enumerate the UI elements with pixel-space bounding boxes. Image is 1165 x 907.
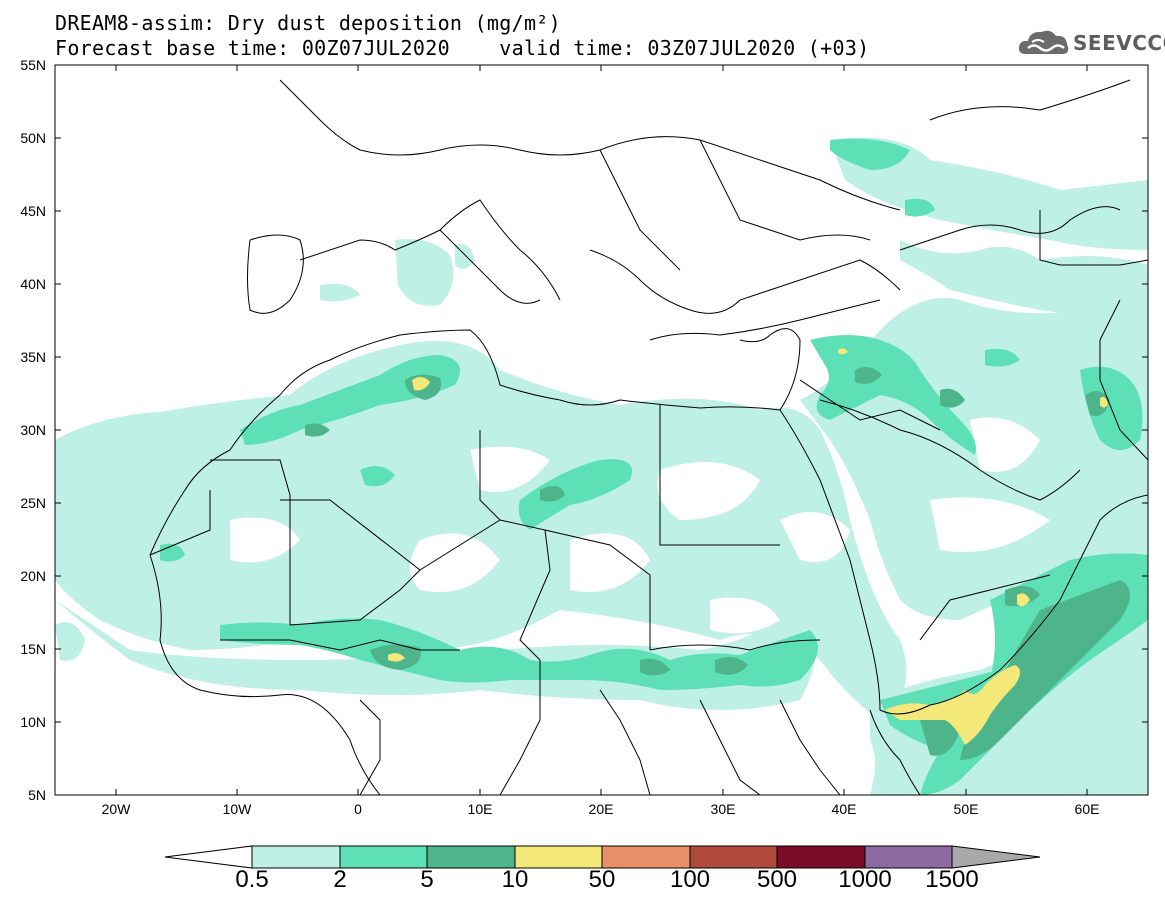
lat-label: 35N bbox=[20, 349, 46, 365]
colorbar-box bbox=[514, 845, 603, 869]
lat-label: 45N bbox=[20, 203, 46, 219]
lon-label: 40E bbox=[831, 801, 857, 817]
deposition-fields bbox=[55, 137, 1148, 795]
lat-label: 5N bbox=[28, 787, 46, 803]
forecast-times: Forecast base time: 00Z07JUL2020 valid t… bbox=[55, 36, 870, 60]
colorbar bbox=[164, 845, 1041, 869]
colorbar-label: 1500 bbox=[925, 866, 979, 893]
map-title: DREAM8-assim: Dry dust deposition (mg/m²… bbox=[55, 11, 561, 35]
lat-label: 20N bbox=[20, 568, 46, 584]
lat-label: 25N bbox=[20, 495, 46, 511]
colorbar-label: 1000 bbox=[838, 866, 892, 893]
colorbar-label: 50 bbox=[588, 866, 616, 893]
lon-label: 60E bbox=[1074, 801, 1100, 817]
lat-label: 50N bbox=[20, 130, 46, 146]
lon-label: 50E bbox=[953, 801, 979, 817]
lat-label: 40N bbox=[20, 276, 46, 292]
colorbar-box bbox=[776, 845, 866, 869]
colorbar-box bbox=[864, 845, 953, 869]
deposition-level-4 bbox=[388, 348, 1108, 745]
colorbar-under-triangle bbox=[164, 845, 253, 869]
cloud-logo-icon bbox=[1018, 30, 1069, 54]
coastlines-and-borders bbox=[149, 79, 1148, 795]
colorbar-box bbox=[251, 845, 341, 869]
colorbar-box bbox=[689, 845, 778, 869]
colorbar-label: 10 bbox=[501, 866, 529, 893]
colorbar-over-triangle bbox=[951, 845, 1041, 869]
lon-label: 20W bbox=[101, 801, 131, 817]
lat-label: 10N bbox=[20, 714, 46, 730]
lon-label: 10W bbox=[222, 801, 252, 817]
lon-label: 10E bbox=[467, 801, 493, 817]
lat-label: 30N bbox=[20, 422, 46, 438]
colorbar-box bbox=[601, 845, 691, 869]
lat-label: 55N bbox=[20, 57, 46, 73]
seevccc-logo: SEEVCCC bbox=[1018, 26, 1165, 60]
colorbar-label: 100 bbox=[669, 866, 711, 893]
lon-label: 0 bbox=[354, 801, 362, 817]
colorbar-label: 2 bbox=[333, 866, 347, 893]
lon-label: 20E bbox=[588, 801, 614, 817]
logo-text: SEEVCCC bbox=[1073, 31, 1165, 55]
colorbar-label: 500 bbox=[756, 866, 798, 893]
lat-label: 15N bbox=[20, 641, 46, 657]
colorbar-box bbox=[426, 845, 516, 869]
colorbar-label: 5 bbox=[420, 866, 434, 893]
no-deposition-areas bbox=[230, 417, 1050, 634]
colorbar-label: 0.5 bbox=[235, 866, 269, 893]
axis-ticks bbox=[55, 64, 1148, 795]
deposition-level-3 bbox=[305, 366, 1130, 760]
colorbar-box bbox=[339, 845, 428, 869]
lon-label: 30E bbox=[710, 801, 736, 817]
